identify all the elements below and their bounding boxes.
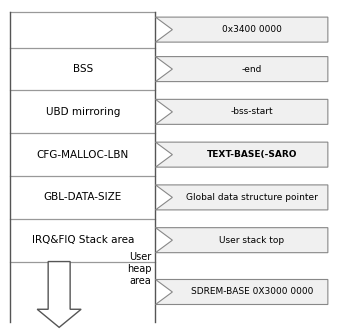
Polygon shape: [155, 99, 328, 124]
Text: CFG-MALLOC-LBN: CFG-MALLOC-LBN: [37, 150, 129, 160]
Polygon shape: [155, 57, 328, 82]
Polygon shape: [37, 262, 81, 327]
Text: Global data structure pointer: Global data structure pointer: [186, 193, 318, 202]
Text: TEXT-BASE(-SARO: TEXT-BASE(-SARO: [207, 150, 297, 159]
Text: User
heap
area: User heap area: [128, 252, 152, 286]
Polygon shape: [155, 142, 328, 167]
Polygon shape: [155, 185, 328, 210]
Polygon shape: [155, 228, 328, 253]
Text: -bss-start: -bss-start: [231, 107, 273, 116]
Text: SDREM-BASE 0X3000 0000: SDREM-BASE 0X3000 0000: [191, 288, 313, 296]
Polygon shape: [155, 280, 328, 305]
Polygon shape: [155, 17, 328, 42]
Text: UBD mirroring: UBD mirroring: [46, 107, 120, 117]
Text: IRQ&FIQ Stack area: IRQ&FIQ Stack area: [32, 235, 134, 245]
Text: 0x3400 0000: 0x3400 0000: [222, 25, 282, 34]
Text: User stack top: User stack top: [219, 236, 284, 245]
Text: GBL-DATA-SIZE: GBL-DATA-SIZE: [44, 192, 122, 202]
Text: BSS: BSS: [73, 64, 93, 74]
Text: -end: -end: [242, 64, 262, 74]
